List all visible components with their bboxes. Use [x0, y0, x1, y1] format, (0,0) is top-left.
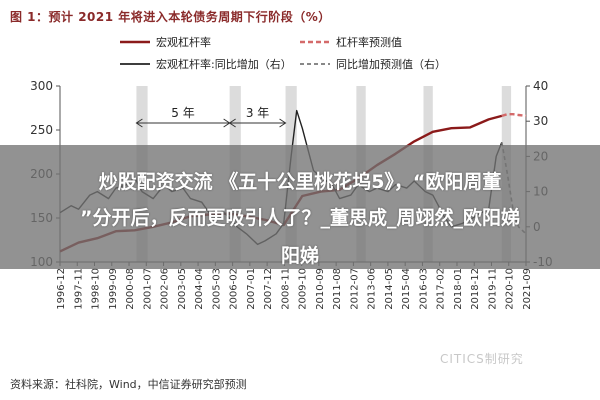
watermark: CITICS制研究 [440, 350, 524, 367]
x-tick-label: 2017-02 [436, 268, 447, 310]
legend-label-0: 宏观杠杆率 [156, 35, 211, 49]
x-tick-label: 1998-10 [91, 268, 102, 310]
overlay-line-1: 炒股配资交流 《五十公里桃花坞5》，“欧阳周董 [0, 167, 600, 194]
x-tick-label: 2018-01 [453, 268, 464, 310]
overlay-line-3: 阳娣 [0, 241, 600, 268]
x-tick-label: 2003-05 [177, 268, 188, 310]
x-tick-label: 1999-09 [108, 268, 119, 310]
x-tick-label: 2008-11 [280, 268, 291, 310]
y-left-tick-label: 300 [30, 79, 53, 93]
x-tick-label: 2000-08 [125, 268, 136, 310]
x-tick-label: 2002-06 [160, 268, 171, 310]
x-tick-label: 2011-08 [332, 268, 343, 310]
series-line-1 [502, 114, 526, 116]
x-tick-label: 2010-09 [315, 268, 326, 310]
x-tick-label: 2014-05 [384, 268, 395, 310]
overlay-line-2: ”分开后，反而更吸引人了？_董思成_周翊然_欧阳娣 [0, 203, 600, 230]
x-tick-label: 2018-12 [470, 268, 481, 310]
x-tick-label: 2013-06 [367, 268, 378, 310]
x-tick-label: 2021-09 [522, 268, 533, 310]
y-right-tick-label: 40 [533, 79, 548, 93]
x-tick-label: 2007-01 [246, 268, 257, 310]
x-tick-label: 2020-10 [505, 268, 516, 310]
x-tick-label: 2009-10 [298, 268, 309, 310]
x-tick-label: 2005-03 [211, 268, 222, 310]
x-tick-label: 2012-07 [349, 268, 360, 310]
legend-label-3: 同比增加预测值（右） [336, 57, 446, 71]
x-tick-label: 2015-04 [401, 268, 412, 310]
annotation-label-0: 5 年 [171, 106, 194, 120]
x-tick-label: 2006-02 [229, 268, 240, 310]
x-tick-label: 2004-04 [194, 268, 205, 310]
x-tick-label: 2016-03 [418, 268, 429, 310]
y-left-tick-label: 250 [30, 123, 53, 137]
x-tick-label: 2019-11 [487, 268, 498, 310]
x-tick-label: 1997-11 [73, 268, 84, 310]
annotation-label-1: 3 年 [246, 106, 269, 120]
x-tick-label: 1996-12 [56, 268, 67, 310]
x-tick-label: 2007-12 [263, 268, 274, 310]
legend-label-1: 杠杆率预测值 [336, 35, 402, 49]
source-note: 资料来源：社科院，Wind，中信证券研究部预测 [10, 376, 247, 392]
y-right-tick-label: 30 [533, 114, 548, 128]
legend-label-2: 宏观杠杆率:同比增加（右） [156, 57, 292, 71]
x-tick-label: 2001-07 [142, 268, 153, 310]
caption-overlay: 炒股配资交流 《五十公里桃花坞5》，“欧阳周董 ”分开后，反而更吸引人了？_董思… [0, 145, 600, 269]
